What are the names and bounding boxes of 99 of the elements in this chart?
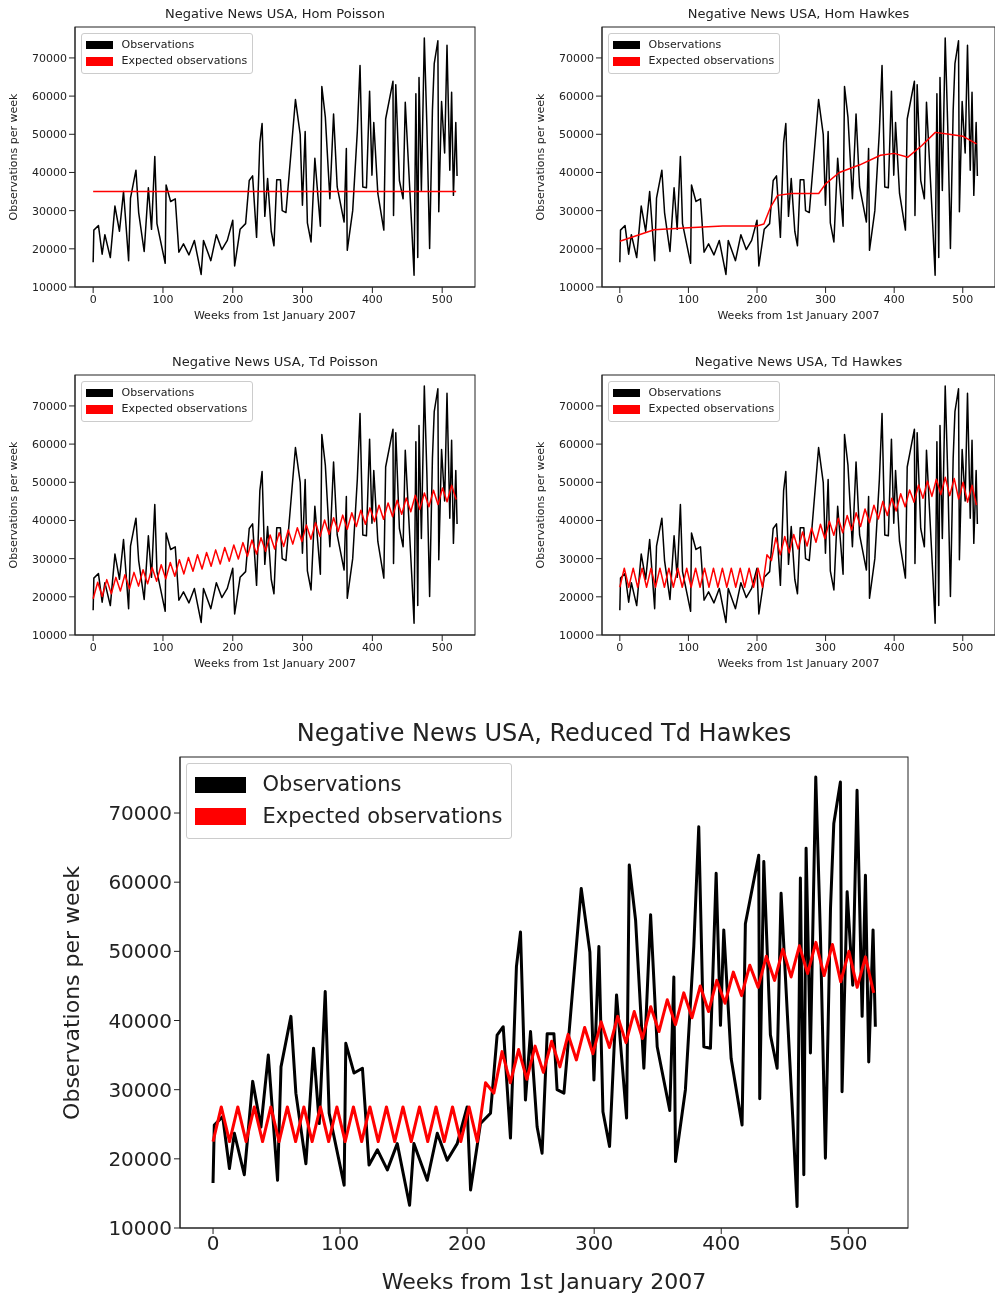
- y-tick-label: 40000: [559, 514, 594, 528]
- y-tick-label: 10000: [559, 628, 594, 642]
- x-tick-label: 400: [702, 1231, 741, 1256]
- chart-title: Negative News USA, Hom Hawkes: [686, 6, 911, 22]
- y-tick-label: 10000: [32, 280, 67, 294]
- line-series: [619, 385, 979, 624]
- y-tick-label: 40000: [32, 514, 67, 528]
- y-tick-label: 20000: [32, 590, 67, 604]
- y-axis-title: Observations per week: [7, 93, 21, 221]
- y-tick-label: 60000: [32, 90, 67, 104]
- y-tick-label: 30000: [559, 204, 594, 218]
- x-tick-label: 200: [746, 292, 768, 306]
- y-axis-title: Observations per week: [534, 441, 548, 569]
- line-series: [211, 775, 877, 1209]
- x-axis-title: Weeks from 1st January 2007: [380, 1268, 708, 1296]
- x-tick-label: 400: [883, 640, 905, 654]
- y-tick-label: 50000: [559, 476, 594, 490]
- line-series: [619, 131, 978, 242]
- y-tick-label: 20000: [108, 1146, 172, 1171]
- y-tick-label: 70000: [559, 399, 594, 413]
- x-tick-label: 300: [575, 1231, 614, 1256]
- x-axis-title: Weeks from 1st January 2007: [716, 309, 881, 323]
- chart-title: Negative News USA, Hom Poisson: [163, 6, 387, 22]
- x-tick-label: 0: [616, 640, 624, 654]
- chart-title: Negative News USA, Td Poisson: [171, 354, 379, 370]
- x-tick-label: 200: [448, 1231, 487, 1256]
- chart-title: Negative News USA, Td Hawkes: [693, 354, 904, 370]
- line-series: [92, 37, 458, 276]
- y-tick-label: 40000: [108, 1008, 172, 1033]
- x-tick-label: 200: [222, 640, 244, 654]
- y-tick-label: 30000: [108, 1077, 172, 1102]
- x-axis-title: Weeks from 1st January 2007: [192, 657, 358, 671]
- x-tick-label: 100: [677, 640, 699, 654]
- legend-label: Expected observations: [262, 802, 503, 830]
- y-tick-label: 40000: [32, 166, 67, 180]
- x-tick-label: 100: [677, 292, 699, 306]
- chart-title: Negative News USA, Reduced Td Hawkes: [295, 718, 793, 747]
- legend-label: Observations: [262, 771, 402, 799]
- y-tick-label: 20000: [559, 590, 594, 604]
- x-tick-label: 400: [361, 640, 383, 654]
- y-axis-title: Observations per week: [7, 441, 21, 569]
- legend-label: Observations: [648, 384, 722, 401]
- y-tick-label: 60000: [108, 870, 172, 895]
- line-series: [211, 940, 876, 1144]
- x-tick-label: 200: [222, 292, 244, 306]
- y-tick-label: 30000: [32, 552, 67, 566]
- x-tick-label: 500: [952, 640, 974, 654]
- line-series: [92, 484, 457, 600]
- y-tick-label: 40000: [559, 166, 594, 180]
- x-tick-label: 0: [206, 1231, 220, 1256]
- y-tick-label: 50000: [108, 939, 172, 964]
- y-tick-label: 20000: [32, 242, 67, 256]
- y-tick-label: 10000: [32, 628, 67, 642]
- y-tick-label: 60000: [559, 90, 594, 104]
- x-tick-label: 500: [829, 1231, 868, 1256]
- x-tick-label: 200: [746, 640, 768, 654]
- x-tick-label: 500: [431, 292, 453, 306]
- y-tick-label: 30000: [32, 204, 67, 218]
- x-tick-label: 100: [320, 1231, 360, 1256]
- x-tick-label: 0: [89, 292, 97, 306]
- x-axis-title: Weeks from 1st January 2007: [192, 309, 358, 323]
- legend-label: Expected observations: [121, 401, 248, 418]
- x-tick-label: 500: [431, 640, 453, 654]
- y-tick-label: 10000: [559, 280, 594, 294]
- legend-label: Observations: [121, 36, 195, 53]
- y-tick-label: 10000: [108, 1216, 172, 1241]
- x-tick-label: 0: [616, 292, 624, 306]
- y-tick-label: 70000: [32, 51, 67, 65]
- y-axis-title: Observations per week: [58, 865, 86, 1120]
- y-tick-label: 70000: [108, 801, 172, 826]
- y-tick-label: 50000: [559, 128, 594, 142]
- x-tick-label: 400: [361, 292, 383, 306]
- legend-label: Expected observations: [648, 401, 775, 418]
- y-axis-title: Observations per week: [534, 93, 548, 221]
- legend-label: Expected observations: [648, 53, 775, 70]
- legend-label: Observations: [648, 36, 722, 53]
- line-series: [619, 476, 978, 589]
- y-tick-label: 20000: [559, 242, 594, 256]
- y-tick-label: 60000: [32, 438, 67, 452]
- legend-label: Expected observations: [121, 53, 248, 70]
- y-tick-label: 30000: [559, 552, 594, 566]
- y-tick-label: 50000: [32, 128, 67, 142]
- y-tick-label: 50000: [32, 476, 67, 490]
- legend-label: Observations: [121, 384, 195, 401]
- x-tick-label: 100: [152, 292, 174, 306]
- x-tick-label: 500: [952, 292, 974, 306]
- x-tick-label: 300: [292, 292, 314, 306]
- x-tick-label: 300: [815, 292, 837, 306]
- x-tick-label: 400: [883, 292, 905, 306]
- x-tick-label: 100: [152, 640, 174, 654]
- x-tick-label: 0: [89, 640, 97, 654]
- y-tick-label: 70000: [559, 51, 594, 65]
- y-tick-label: 70000: [32, 399, 67, 413]
- x-tick-label: 300: [292, 640, 314, 654]
- y-tick-label: 60000: [559, 438, 594, 452]
- line-series: [92, 385, 458, 624]
- line-series: [619, 37, 979, 276]
- x-tick-label: 300: [815, 640, 837, 654]
- x-axis-title: Weeks from 1st January 2007: [716, 657, 881, 671]
